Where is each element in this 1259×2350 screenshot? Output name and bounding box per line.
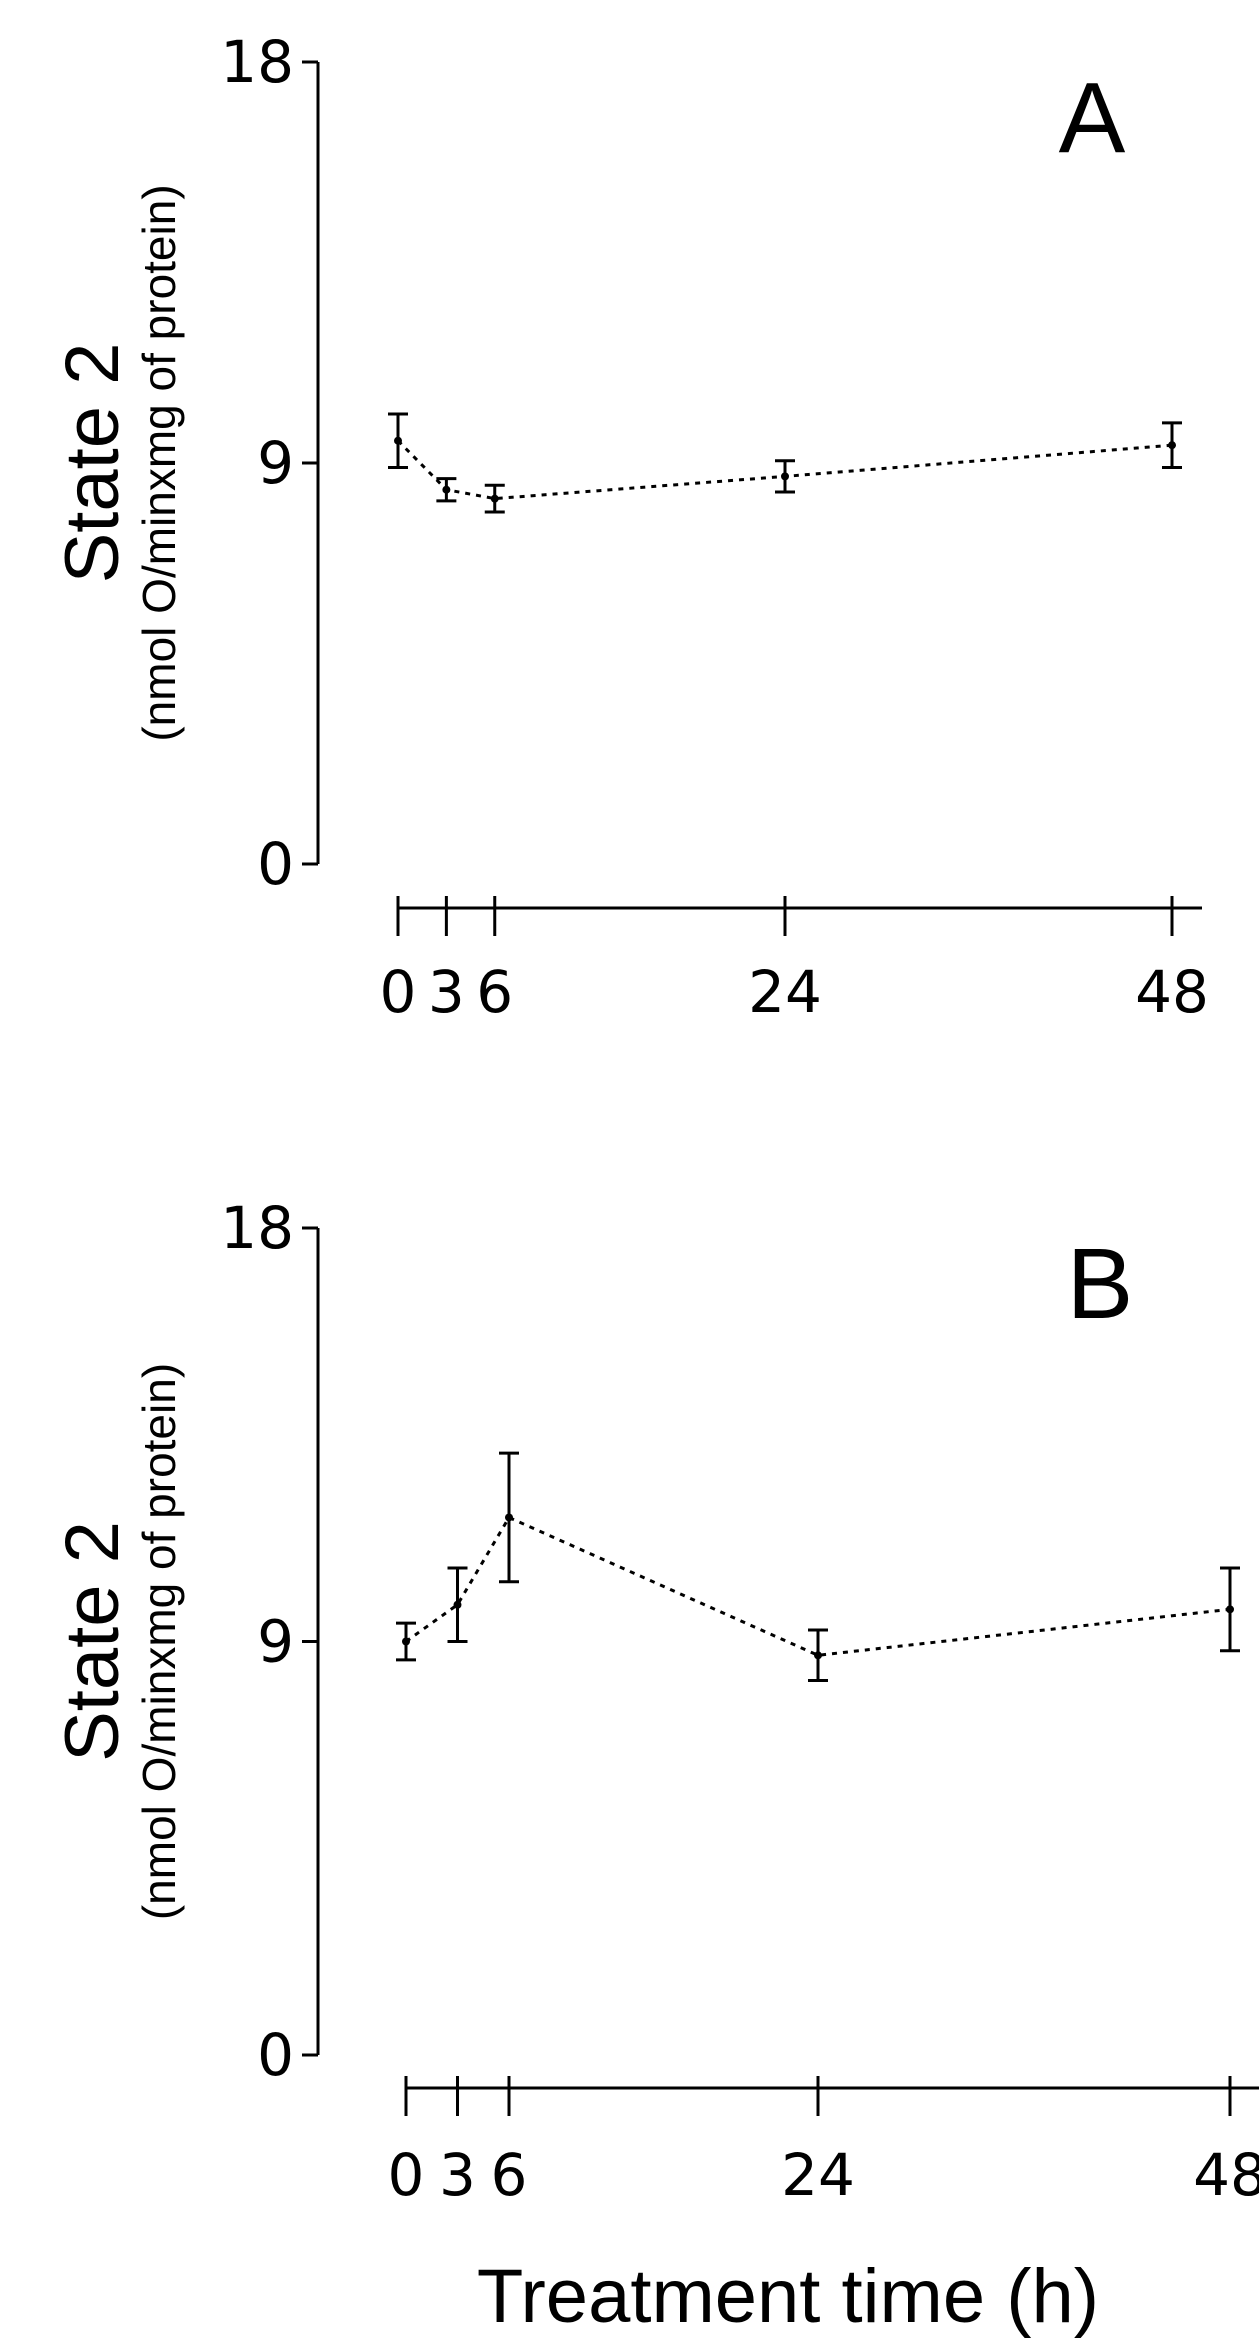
- x-tick-label: 24: [781, 2141, 855, 2209]
- y-tick-label: 18: [220, 28, 294, 96]
- y-axis-subtitle: (nmol O/minxmg of protein): [133, 1363, 185, 1920]
- x-tick-label: 0: [388, 2141, 425, 2209]
- x-tick-label: 0: [380, 958, 417, 1026]
- x-tick-label: 24: [748, 958, 822, 1026]
- data-point: [453, 1600, 462, 1609]
- data-point: [1168, 441, 1176, 450]
- y-tick-label: 9: [257, 1608, 294, 1676]
- x-tick-label: 3: [439, 2141, 476, 2209]
- series-line: [396, 439, 1173, 501]
- data-point: [781, 472, 789, 481]
- x-tick-label: 3: [428, 958, 465, 1026]
- y-tick-label: 0: [257, 2021, 294, 2089]
- y-axis-title: State 2: [50, 1521, 135, 1762]
- panel-label: B: [1067, 1228, 1134, 1340]
- y-tick-label: 18: [220, 1194, 294, 1262]
- x-tick-label: 6: [476, 958, 513, 1026]
- y-tick-label: 0: [257, 830, 294, 898]
- data-point: [394, 436, 402, 445]
- data-point: [814, 1651, 822, 1660]
- data-point: [490, 494, 499, 503]
- y-tick-label: 9: [257, 429, 294, 497]
- panel-label: A: [1059, 62, 1126, 174]
- x-tick-label: 48: [1193, 2141, 1259, 2209]
- data-point: [505, 1513, 513, 1522]
- series-line: [405, 1515, 1231, 1657]
- data-point: [402, 1637, 410, 1646]
- x-axis-title: Treatment time (h): [477, 2254, 1099, 2339]
- x-tick-label: 48: [1135, 958, 1209, 1026]
- data-point: [1226, 1605, 1234, 1614]
- x-tick-label: 6: [491, 2141, 528, 2209]
- y-axis-subtitle: (nmol O/minxmg of protein): [133, 184, 185, 741]
- y-axis-title: State 2: [50, 343, 135, 584]
- data-point: [442, 485, 451, 494]
